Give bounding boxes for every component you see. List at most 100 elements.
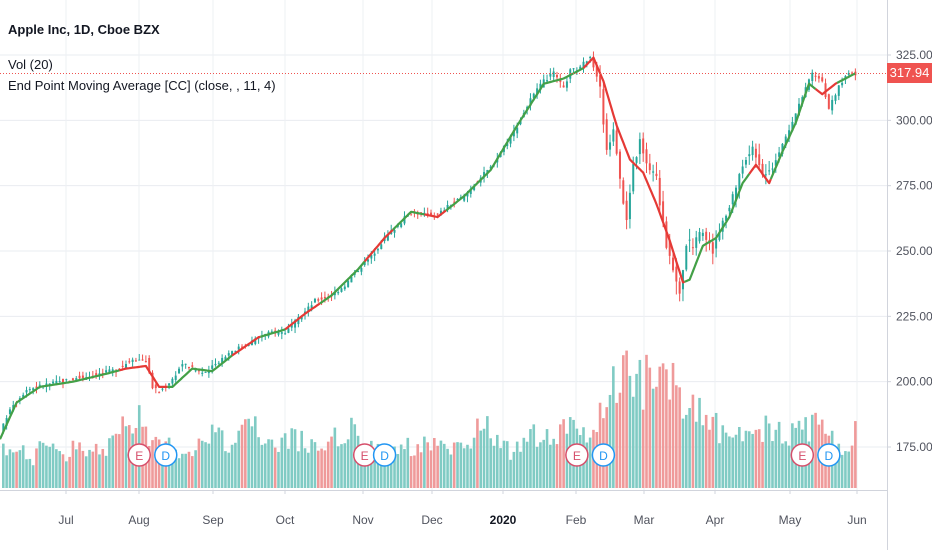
volume-bar <box>333 427 337 488</box>
volume-bar <box>645 354 648 488</box>
candle-body <box>718 232 721 240</box>
candle-body <box>174 375 177 380</box>
candle-body <box>386 234 389 241</box>
x-tick-label: May <box>779 513 802 527</box>
volume-bar <box>661 363 665 488</box>
ma-segment-up <box>167 354 233 388</box>
candle-body <box>781 143 784 155</box>
dividend-marker-circle[interactable] <box>817 443 841 467</box>
volume-bar <box>850 445 854 488</box>
candle-body <box>638 139 641 155</box>
volume-bar <box>413 455 416 488</box>
candle-body <box>81 375 84 378</box>
volume-bar <box>844 451 847 488</box>
candle-body <box>95 373 98 377</box>
ma-segment-down <box>814 81 838 96</box>
candle-body <box>158 392 161 394</box>
earnings-marker-circle[interactable] <box>565 443 589 467</box>
volume-bar <box>509 459 512 488</box>
volume-bar <box>230 444 234 488</box>
volume-bar <box>25 459 28 488</box>
earnings-marker[interactable]: E <box>352 443 377 467</box>
volume-bar <box>366 451 370 488</box>
volume-bar <box>114 433 118 488</box>
candle-body <box>483 172 486 178</box>
volume-bar <box>200 440 204 488</box>
volume-bar <box>671 362 675 488</box>
candle-body <box>360 268 363 272</box>
volume-bar <box>678 387 681 488</box>
candle-body <box>741 166 744 174</box>
volume-bar <box>489 438 492 488</box>
ma-segment-up <box>445 67 584 212</box>
volume-bar <box>522 437 526 488</box>
volume-bar <box>771 441 774 488</box>
volume-bar <box>764 415 768 488</box>
volume-bar <box>512 451 516 488</box>
candle-body <box>154 384 157 389</box>
volume-bar <box>21 445 25 488</box>
volume-bars <box>2 350 857 488</box>
volume-bar <box>386 458 390 488</box>
volume-bar <box>784 441 788 488</box>
volume-bar <box>694 421 698 488</box>
volume-bar <box>436 445 439 488</box>
dividend-marker[interactable]: D <box>817 443 841 467</box>
volume-bar <box>777 421 781 488</box>
earnings-marker-circle[interactable] <box>790 443 815 467</box>
volume-bar <box>383 452 386 488</box>
volume-bar <box>482 428 486 488</box>
volume-bar <box>704 414 708 488</box>
candle-body <box>241 346 244 348</box>
candle-body <box>294 320 297 328</box>
candle-body <box>138 359 141 361</box>
dividend-marker-circle[interactable] <box>372 443 397 467</box>
ma-segment-up <box>392 210 425 231</box>
candle-body <box>546 80 549 82</box>
earnings-marker[interactable]: E <box>790 443 815 467</box>
volume-bar <box>373 455 376 488</box>
candle-body <box>642 138 645 154</box>
candle-body <box>463 195 466 201</box>
candle-body <box>231 351 234 356</box>
volume-bar <box>147 445 151 488</box>
candle-body <box>2 423 5 432</box>
dividend-marker-label: D <box>380 449 389 463</box>
dividend-marker-circle[interactable] <box>154 443 178 467</box>
volume-bar <box>111 435 115 488</box>
dividend-marker[interactable]: D <box>591 443 616 467</box>
volume-bar <box>549 444 552 488</box>
candle-body <box>32 388 35 391</box>
volume-bar <box>462 448 466 488</box>
dividend-marker-circle[interactable] <box>591 443 616 467</box>
candle-body <box>595 64 598 77</box>
volume-bar <box>35 448 38 488</box>
dividend-marker[interactable]: D <box>372 443 397 467</box>
volume-bar <box>313 442 317 488</box>
candle-body <box>430 212 432 216</box>
candle-body <box>516 127 519 134</box>
volume-bar <box>708 429 711 488</box>
earnings-marker[interactable]: E <box>127 443 151 467</box>
candle-body <box>715 238 718 249</box>
volume-bar <box>300 430 303 488</box>
candle-body <box>788 130 791 139</box>
volume-bar <box>194 450 197 488</box>
ma-segment-down <box>119 364 168 388</box>
candle-body <box>675 266 678 282</box>
dividend-marker[interactable]: D <box>154 443 178 467</box>
candle-body <box>814 75 817 77</box>
earnings-marker-circle[interactable] <box>127 443 151 467</box>
candle-body <box>373 253 376 256</box>
earnings-marker[interactable]: E <box>565 443 589 467</box>
volume-bar <box>379 459 383 488</box>
volume-bar <box>330 436 333 488</box>
volume-bar <box>8 449 12 488</box>
grid <box>0 0 887 490</box>
volume-bar <box>718 443 721 488</box>
candle-body <box>632 164 635 192</box>
candle-body <box>363 261 366 266</box>
